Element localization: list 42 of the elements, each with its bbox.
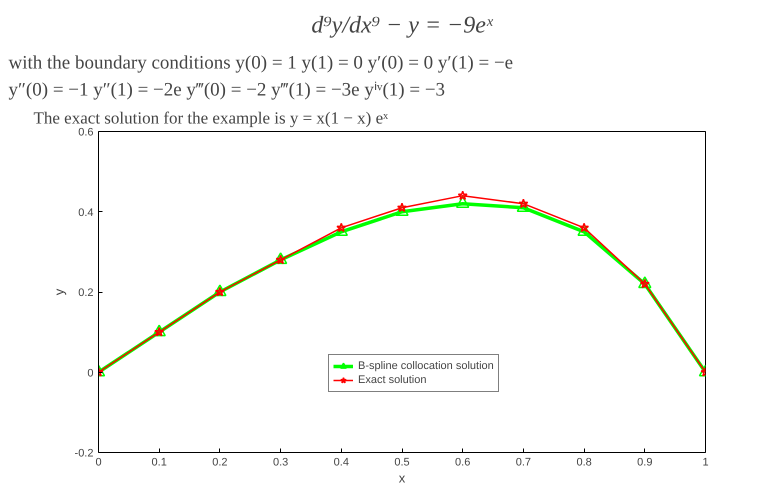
point [518,198,528,208]
x-axis-title: x [398,470,406,486]
text: with the boundary conditions y(0) = 1 y(1) = 0 y′(0) = 0 y′(1) = −e [8,52,514,74]
text: The exact solution for the example is y = x(1 − x) eˣ [34,108,388,128]
point [276,254,286,264]
x-tick-label: 0 [95,456,102,468]
point [274,252,288,264]
point [154,326,164,337]
x-tick-label: 0.8 [576,456,592,468]
point [395,204,409,216]
point [640,278,650,288]
legend-label: Exact solution [358,373,426,387]
y-tick-label: 0 [87,367,94,380]
point [334,224,348,236]
point [458,190,468,200]
point [456,196,470,208]
legend-label: B-spline collocation solution [358,359,494,373]
y-axis-title: y [52,288,67,296]
point [214,286,225,296]
x-tick-label: 0.3 [272,456,288,468]
chart-title: d⁹y/dx⁹ − y = −9eˣ [311,12,494,38]
point [516,200,530,212]
point [213,284,227,296]
point [396,202,408,212]
x-tick-label: 0.5 [394,456,410,468]
x-tick-label: 0.2 [212,456,228,468]
x-tick-label: 0.7 [516,456,532,468]
x-tick-label: 0.4 [334,456,349,468]
x-tick-label: 1 [702,456,709,468]
y-tick-label: 0.2 [78,287,94,299]
point [152,324,166,336]
point [577,224,591,236]
point [336,222,346,232]
point [638,276,652,288]
x-tick-label: 0.9 [637,456,652,468]
text: y″(0) = −1 y″(1) = −2e y‴(0) = −2 y‴(1) = −3e yⁱᵛ(1) = −3 [8,80,446,100]
point [579,222,590,232]
y-tick-label: 0.6 [78,126,94,138]
y-tick-label: -0.2 [74,448,94,460]
x-tick-label: 0.6 [455,456,470,468]
x-tick-label: 0.1 [152,456,167,468]
y-tick-label: 0.4 [78,206,94,219]
